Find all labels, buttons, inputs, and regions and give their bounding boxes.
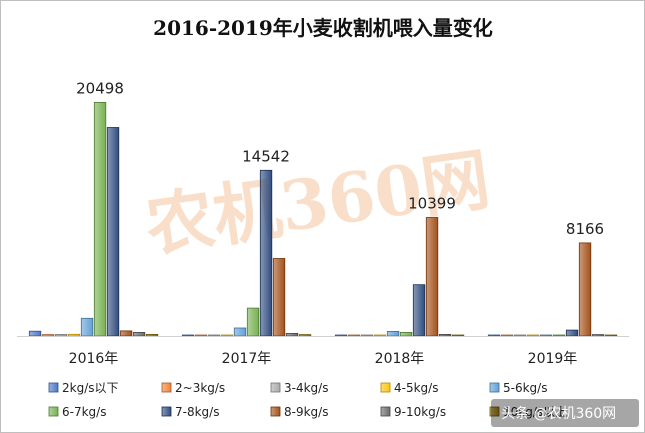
- bar-2-5: [399, 331, 413, 337]
- bar-0-2: [54, 334, 68, 337]
- bar-2-1: [347, 334, 361, 337]
- data-label-0: 20498: [76, 79, 124, 97]
- legend: 2kg/s以下 2~3kg/s 3-4kg/s 4-5kg/s 5-6kg/s 6-7kg…: [48, 381, 567, 419]
- bar-0-1: [41, 334, 55, 337]
- bar-0-9: [145, 333, 159, 337]
- bar-0-5: [93, 102, 107, 337]
- data-label-1: 14542: [242, 147, 290, 165]
- bar-2-7: [425, 217, 439, 337]
- category-label-0: 2016年: [69, 351, 119, 367]
- legend-label-4: 5-6kg/s: [503, 381, 547, 395]
- legend-swatch-9: [489, 406, 500, 417]
- bar-0-6: [106, 127, 120, 337]
- bar-3-3: [526, 334, 540, 337]
- bar-3-7: [578, 242, 592, 337]
- bar-1-6: [259, 169, 273, 337]
- bar-0-0: [28, 330, 42, 337]
- data-label-3: 8166: [566, 220, 604, 238]
- bar-2-3: [373, 334, 387, 337]
- bar-3-9: [604, 334, 618, 337]
- bar-1-4: [233, 327, 247, 337]
- chart-title: 2016-2019年小麦收割机喂入量变化: [153, 16, 493, 40]
- bar-1-1: [194, 334, 208, 337]
- category-labels: 2016年 2017年 2018年 2019年: [69, 351, 578, 367]
- bar-1-9: [298, 334, 312, 337]
- legend-label-7: 8-9kg/s: [284, 405, 328, 419]
- bar-2-8: [438, 333, 452, 337]
- bar-2-2: [360, 334, 374, 337]
- data-labels: 20498 14542 10399 8166: [76, 79, 604, 238]
- legend-label-6: 7-8kg/s: [175, 405, 219, 419]
- legend-label-9: 10kg/s以上: [503, 405, 567, 419]
- bar-3-4: [539, 334, 553, 337]
- legend-swatch-4: [489, 382, 500, 393]
- legend-swatch-8: [380, 406, 391, 417]
- legend-swatch-2: [270, 382, 281, 393]
- legend-label-0: 2kg/s以下: [62, 381, 119, 395]
- category-label-3: 2019年: [528, 351, 578, 367]
- bar-3-2: [513, 334, 527, 337]
- bar-2-9: [451, 334, 465, 337]
- bar-2-6: [412, 284, 426, 337]
- bar-0-8: [132, 331, 146, 337]
- bar-1-5: [246, 307, 260, 337]
- credit-badge: 头条 @农机360网: [491, 399, 639, 427]
- bar-2-4: [386, 330, 400, 337]
- legend-swatch-3: [380, 382, 391, 393]
- legend-swatch-7: [270, 406, 281, 417]
- legend-label-3: 4-5kg/s: [394, 381, 438, 395]
- credit-text: 头条 @农机360网: [501, 405, 616, 422]
- legend-swatch-5: [48, 406, 59, 417]
- bar-3-6: [565, 329, 579, 337]
- bar-2-0: [334, 334, 348, 337]
- bar-3-8: [591, 334, 605, 337]
- bar-1-3: [220, 334, 234, 337]
- category-label-2: 2018年: [375, 351, 425, 367]
- bar-1-8: [285, 332, 299, 337]
- bar-0-3: [67, 333, 81, 337]
- category-label-1: 2017年: [222, 351, 272, 367]
- bar-3-5: [552, 334, 566, 337]
- legend-label-5: 6-7kg/s: [62, 405, 106, 419]
- legend-label-2: 3-4kg/s: [284, 381, 328, 395]
- bar-1-7: [272, 258, 286, 337]
- bar-0-4: [80, 317, 94, 337]
- bar-3-0: [487, 334, 501, 337]
- bar-3-1: [500, 334, 514, 337]
- credit-background: [491, 399, 639, 427]
- legend-swatch-6: [161, 406, 172, 417]
- data-label-2: 10399: [408, 195, 456, 213]
- legend-swatch-1: [161, 382, 172, 393]
- legend-label-1: 2~3kg/s: [175, 381, 225, 395]
- bar-1-0: [181, 334, 195, 337]
- legend-swatch-0: [48, 382, 59, 393]
- bar-0-7: [119, 330, 133, 337]
- bar-1-2: [207, 334, 221, 337]
- legend-label-8: 9-10kg/s: [394, 405, 446, 419]
